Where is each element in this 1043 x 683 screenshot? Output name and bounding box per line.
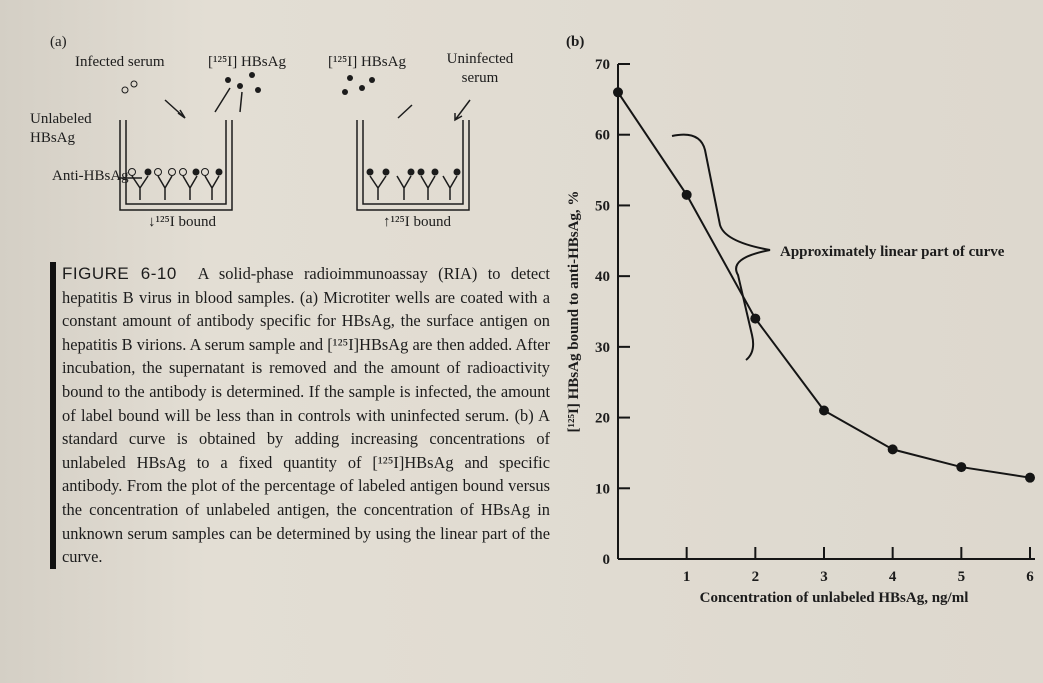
panel-label: (b) [566,34,584,50]
chart: (b) 0 10 20 30 40 50 60 70 1 2 3 4 5 6 Concentration o… [566,34,1035,606]
well [119,120,233,211]
data-point [819,405,829,416]
y-tick-label: 30 [595,340,610,356]
x-axis-label: Concentration of unlabeled HBsAg, ng/ml [700,590,969,606]
wells [118,87,471,211]
y-tick-label: 70 [595,57,610,73]
caption-text: A solid-phase radioimmunoassay (RIA) to … [62,264,550,567]
unlabeled-antigens [121,80,209,176]
x-tick-label: 6 [1026,569,1034,585]
label: [¹²⁵I] HBsAg [328,54,406,70]
data-line [617,91,1031,479]
label: Unlabeled HBsAg [30,111,92,146]
antibodies [369,175,458,200]
y-tick-label: 0 [603,552,611,568]
label: ↓¹²⁵I bound [148,214,216,230]
x-tick-label: 5 [958,569,966,585]
x-tick-label: 3 [820,569,828,585]
arrows [164,87,471,122]
panel-label: (a) [50,34,67,50]
x-tick-label: 2 [752,569,760,585]
caption: FIGURE 6-10 A solid-phase radioimmunoass… [50,262,550,569]
label-box: Uninfected serum [446,51,514,86]
data-point [750,313,761,324]
y-tick-label: 40 [595,269,610,285]
x-tick-label: 4 [889,569,897,585]
label-box: Unlabeled HBsAg [30,111,92,146]
brace [671,133,771,361]
label: [¹²⁵I] HBsAg [208,54,286,70]
y-tick-label: 20 [595,411,610,427]
y-tick-label: 10 [595,481,610,497]
label: Uninfected serum [446,51,514,86]
data-point [956,462,967,473]
well [356,120,470,211]
annotation: Approximately linear part of curve [780,244,1005,260]
antigens [144,72,461,176]
data-point [1025,472,1035,483]
panel-a: (a) Infected serum [¹²⁵I] HBsAg [¹²⁵I] H… [30,34,514,230]
y-axis-label: [¹²⁵I] HBsAg bound to anti-HBsAg, % [566,191,582,433]
y-tick-label: 60 [595,128,610,144]
data-point [887,444,898,455]
data-point [681,189,692,200]
x-tick-label: 1 [683,569,691,585]
label: Infected serum [75,54,165,70]
figure-number: FIGURE 6-10 [62,264,177,283]
antibodies [131,175,220,200]
y-tick-label: 50 [595,198,610,214]
label: Anti-HBsAg [52,168,129,184]
label: ↑¹²⁵I bound [383,214,451,230]
data-point [613,87,623,98]
